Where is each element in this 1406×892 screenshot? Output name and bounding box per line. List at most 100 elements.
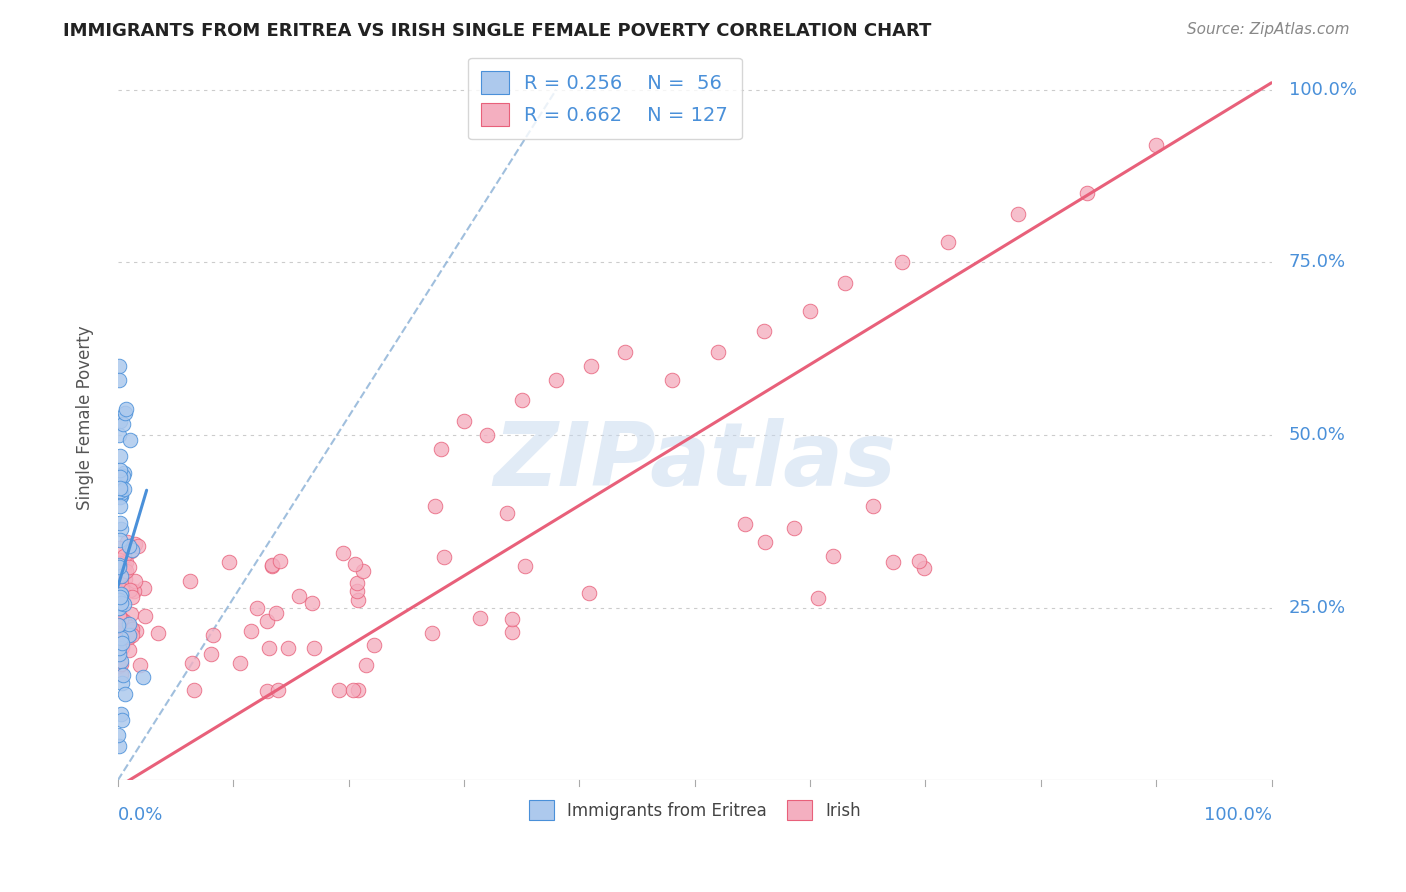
Point — [734, 517, 756, 532]
Point — [799, 303, 821, 318]
Point — [821, 549, 844, 563]
Point — [107, 559, 129, 574]
Point — [108, 556, 131, 570]
Point — [111, 580, 134, 594]
Point — [470, 611, 492, 625]
Point — [111, 558, 134, 573]
Point — [122, 583, 145, 598]
Point — [108, 585, 131, 599]
Point — [120, 544, 142, 558]
Point — [108, 541, 131, 555]
Point — [120, 607, 142, 622]
Point — [260, 558, 283, 573]
Text: 25.0%: 25.0% — [1289, 599, 1346, 616]
Point — [107, 597, 129, 611]
Point — [229, 656, 252, 670]
Point — [108, 516, 131, 530]
Point — [108, 469, 131, 483]
Point — [134, 609, 156, 624]
Point — [111, 583, 134, 598]
Point — [107, 728, 129, 742]
Point — [256, 614, 278, 628]
Text: Source: ZipAtlas.com: Source: ZipAtlas.com — [1187, 22, 1350, 37]
Point — [179, 574, 201, 588]
Point — [269, 554, 291, 568]
Point — [264, 606, 287, 620]
Point — [257, 640, 280, 655]
Point — [346, 683, 368, 698]
Point — [118, 560, 141, 574]
Point — [118, 624, 141, 638]
Point — [127, 539, 149, 553]
Point — [907, 554, 929, 568]
Point — [110, 588, 132, 602]
Point — [891, 255, 914, 269]
Point — [124, 574, 146, 588]
Point — [108, 632, 131, 647]
Point — [1144, 137, 1167, 152]
Point — [110, 579, 132, 593]
Point — [112, 467, 135, 481]
Legend: Immigrants from Eritrea, Irish: Immigrants from Eritrea, Irish — [522, 794, 868, 826]
Point — [501, 625, 523, 640]
Point — [183, 683, 205, 698]
Point — [752, 325, 775, 339]
Point — [118, 630, 141, 644]
Point — [110, 654, 132, 668]
Point — [262, 559, 284, 574]
Point — [111, 469, 134, 483]
Point — [111, 676, 134, 690]
Point — [110, 490, 132, 504]
Point — [614, 345, 637, 359]
Point — [132, 581, 155, 595]
Point — [108, 449, 131, 463]
Point — [807, 591, 830, 605]
Point — [304, 640, 326, 655]
Point — [108, 553, 131, 567]
Point — [114, 407, 136, 421]
Point — [287, 589, 309, 603]
Point — [862, 500, 884, 514]
Point — [938, 235, 960, 249]
Point — [108, 533, 131, 547]
Point — [112, 482, 135, 496]
Point — [430, 442, 453, 456]
Text: 100.0%: 100.0% — [1289, 80, 1357, 99]
Point — [110, 590, 132, 604]
Point — [125, 624, 148, 638]
Point — [118, 539, 141, 553]
Point — [118, 643, 141, 657]
Point — [108, 359, 131, 373]
Point — [108, 568, 131, 582]
Point — [108, 593, 131, 607]
Point — [118, 620, 141, 634]
Point — [121, 543, 143, 558]
Point — [111, 640, 134, 654]
Point — [754, 535, 776, 549]
Point — [218, 555, 240, 569]
Point — [423, 500, 446, 514]
Point — [107, 601, 129, 615]
Point — [121, 622, 143, 636]
Point — [108, 619, 131, 633]
Point — [110, 587, 132, 601]
Point — [346, 584, 368, 599]
Point — [110, 596, 132, 610]
Point — [112, 558, 135, 572]
Point — [181, 657, 204, 671]
Point — [108, 606, 131, 620]
Point — [352, 564, 374, 578]
Point — [110, 483, 132, 498]
Text: 50.0%: 50.0% — [1289, 426, 1346, 444]
Text: IMMIGRANTS FROM ERITREA VS IRISH SINGLE FEMALE POVERTY CORRELATION CHART: IMMIGRANTS FROM ERITREA VS IRISH SINGLE … — [63, 22, 932, 40]
Point — [112, 417, 135, 431]
Point — [114, 624, 136, 638]
Point — [115, 401, 138, 416]
Point — [342, 682, 364, 697]
Point — [146, 625, 169, 640]
Point — [354, 658, 377, 673]
Point — [112, 615, 135, 629]
Point — [246, 601, 269, 615]
Point — [834, 276, 856, 290]
Point — [420, 625, 443, 640]
